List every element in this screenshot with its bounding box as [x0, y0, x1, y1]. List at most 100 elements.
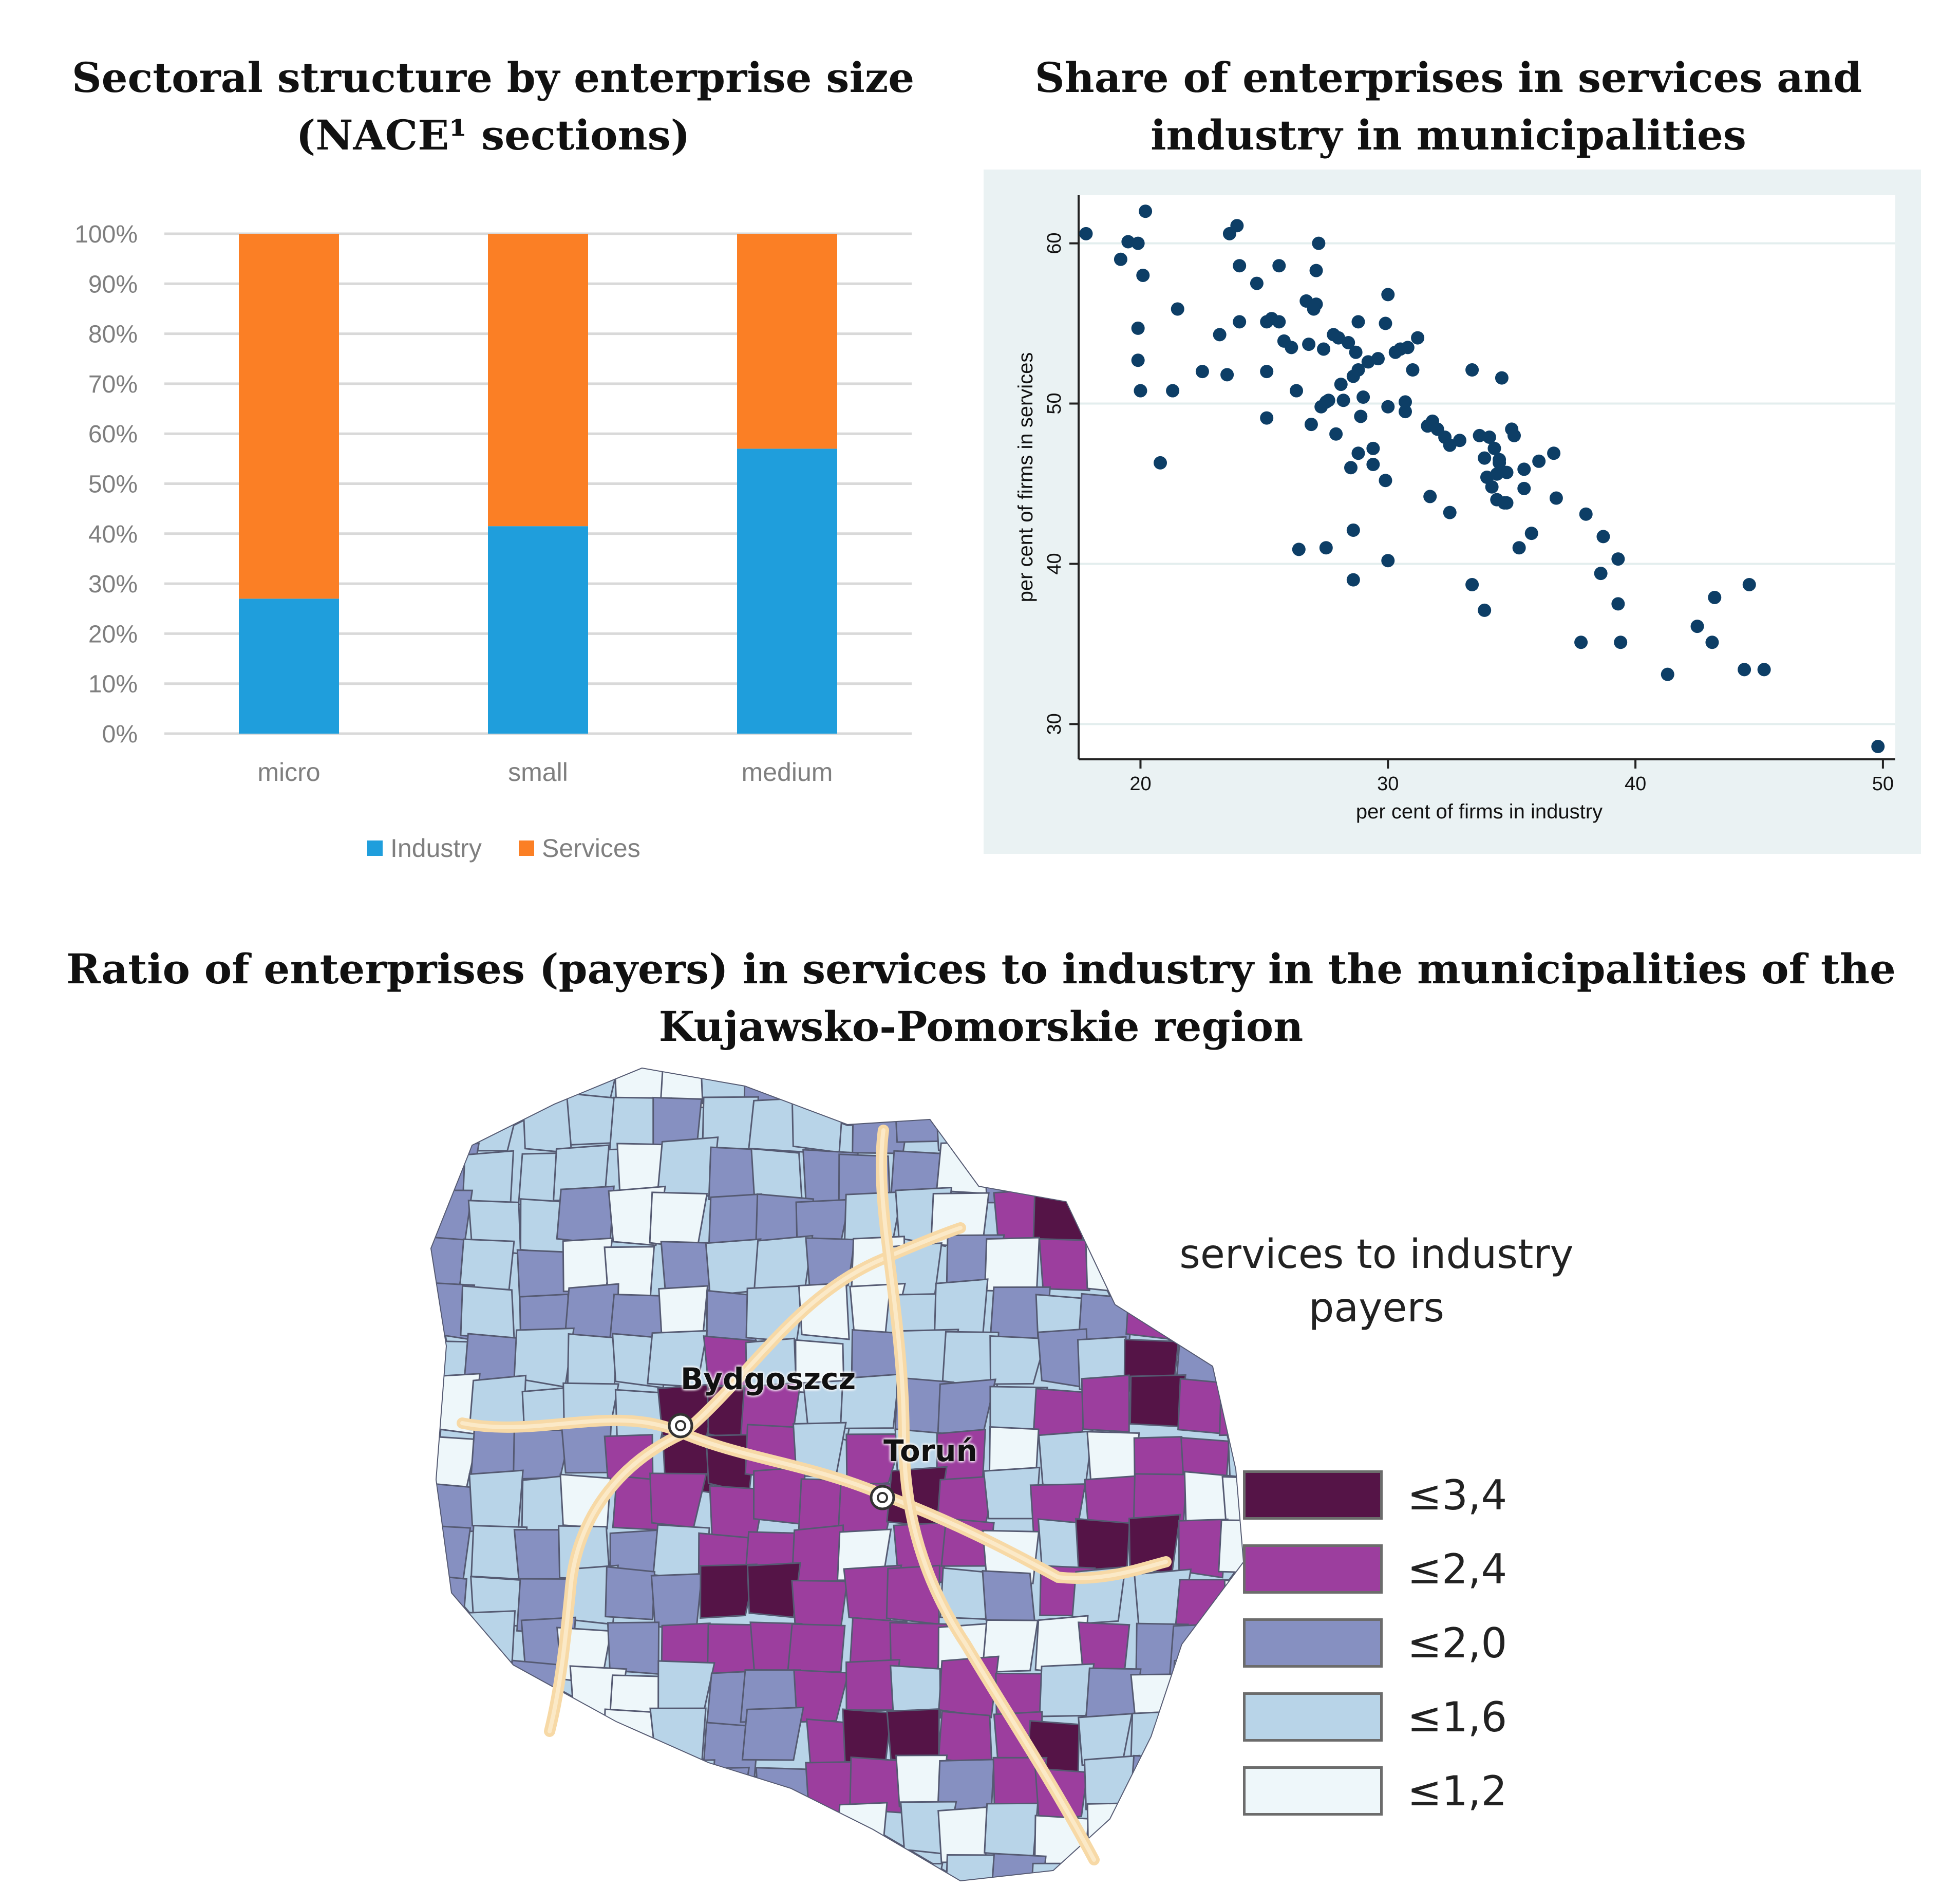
x-tick-label: 20: [1129, 773, 1151, 795]
scatter-point: [1482, 431, 1496, 444]
city-marker: [668, 1413, 693, 1438]
map-legend-item: ≤2,4: [1243, 1542, 1507, 1596]
scatter-point: [1344, 461, 1358, 475]
road-core: [681, 1226, 963, 1435]
x-tick-label: small: [508, 758, 568, 787]
map-legend-item: ≤1,6: [1243, 1690, 1507, 1744]
municipality: [1171, 1069, 1224, 1115]
scatter-point: [1490, 467, 1504, 481]
city-marker-inner: [675, 1420, 686, 1431]
municipality: [708, 1806, 762, 1869]
scatter-point: [1381, 400, 1395, 414]
municipality: [1167, 1855, 1227, 1880]
scatter-point: [1272, 259, 1286, 273]
scatter-point: [1131, 236, 1145, 250]
municipality: [431, 1762, 471, 1817]
scatter-point: [1596, 530, 1610, 544]
municipality: [1085, 1238, 1139, 1294]
scatter-point: [1319, 395, 1333, 409]
municipality: [752, 1811, 804, 1866]
scatter-point: [1611, 597, 1625, 611]
municipality: [649, 1707, 707, 1766]
municipality: [698, 1766, 750, 1822]
municipality: [1033, 1147, 1092, 1202]
scatter-point: [1381, 288, 1395, 302]
scatter-point: [1342, 335, 1355, 349]
scatter-point: [1473, 428, 1486, 442]
municipality: [746, 1562, 801, 1618]
bar-services: [737, 234, 837, 449]
municipality: [567, 1721, 623, 1773]
x-tick-label: 30: [1377, 773, 1399, 795]
scatter-point: [1497, 496, 1511, 510]
municipality: [755, 1846, 808, 1880]
scatter-point: [1443, 506, 1457, 519]
scatter-point: [1690, 620, 1704, 633]
scatter-point: [1423, 490, 1437, 503]
scatter-point: [1579, 507, 1593, 521]
scatter-point: [1495, 371, 1509, 385]
legend-label: ≤2,4: [1407, 1545, 1507, 1593]
municipality: [796, 1853, 854, 1880]
municipality: [843, 1859, 898, 1880]
bar-industry: [488, 526, 588, 734]
scatter-point: [1334, 378, 1348, 391]
y-tick-label: 70%: [88, 371, 138, 398]
municipality: [1173, 1144, 1227, 1205]
municipality: [1130, 1802, 1184, 1862]
map-legend-title: services to industry payers: [1179, 1231, 1574, 1331]
municipality: [741, 1706, 804, 1761]
scatter-point: [1351, 446, 1365, 460]
municipality: [1224, 1143, 1243, 1200]
municipality: [460, 1285, 515, 1340]
municipality: [510, 1813, 569, 1867]
municipality: [703, 1863, 761, 1880]
municipality: [1175, 1764, 1233, 1815]
municipality: [1083, 1151, 1138, 1207]
municipality: [560, 1420, 612, 1474]
municipality: [513, 1529, 566, 1586]
scatter-point: [1302, 338, 1316, 351]
municipality: [431, 1069, 475, 1112]
scatter-point: [1379, 474, 1392, 488]
municipality: [839, 1373, 900, 1429]
legend-label: ≤2,0: [1407, 1619, 1507, 1667]
municipality: [1230, 1857, 1243, 1880]
municipality: [1134, 1069, 1187, 1108]
scatter-point: [1336, 394, 1350, 407]
municipality: [933, 1069, 989, 1104]
y-tick-label: 40%: [88, 521, 138, 548]
scatter-point: [1346, 523, 1360, 537]
municipality: [1167, 1715, 1228, 1772]
scatter-point: [1574, 636, 1588, 649]
municipality: [835, 1802, 888, 1858]
legend-label: ≤1,2: [1407, 1767, 1507, 1815]
municipality: [431, 1671, 482, 1731]
map-legend-item: ≤3,4: [1243, 1468, 1507, 1522]
scatter-point: [1401, 341, 1415, 354]
municipality: [799, 1069, 852, 1101]
legend-swatch: [1243, 1470, 1383, 1520]
scatter-point: [1532, 454, 1546, 468]
x-tick-label: 50: [1872, 773, 1894, 795]
municipality: [605, 1852, 667, 1880]
municipality: [1080, 1095, 1139, 1150]
scatter-point: [1351, 315, 1365, 329]
y-tick-label: 50%: [88, 471, 138, 498]
municipality: [1178, 1092, 1232, 1146]
municipality: [1129, 1374, 1186, 1428]
scatter-point: [1411, 331, 1425, 345]
scatter-point: [1708, 590, 1722, 604]
scatter-point: [1705, 636, 1719, 649]
y-tick-label: 10%: [88, 671, 138, 698]
municipality: [562, 1237, 613, 1293]
scatter-point: [1399, 395, 1412, 409]
municipality: [1218, 1378, 1243, 1436]
scatter-point: [1131, 321, 1145, 335]
scatter-point: [1233, 315, 1247, 329]
municipality: [566, 1092, 615, 1146]
scatter-point: [1131, 353, 1145, 367]
municipality: [1075, 1518, 1130, 1572]
scatter-point: [1406, 363, 1420, 377]
municipality: [605, 1754, 663, 1815]
